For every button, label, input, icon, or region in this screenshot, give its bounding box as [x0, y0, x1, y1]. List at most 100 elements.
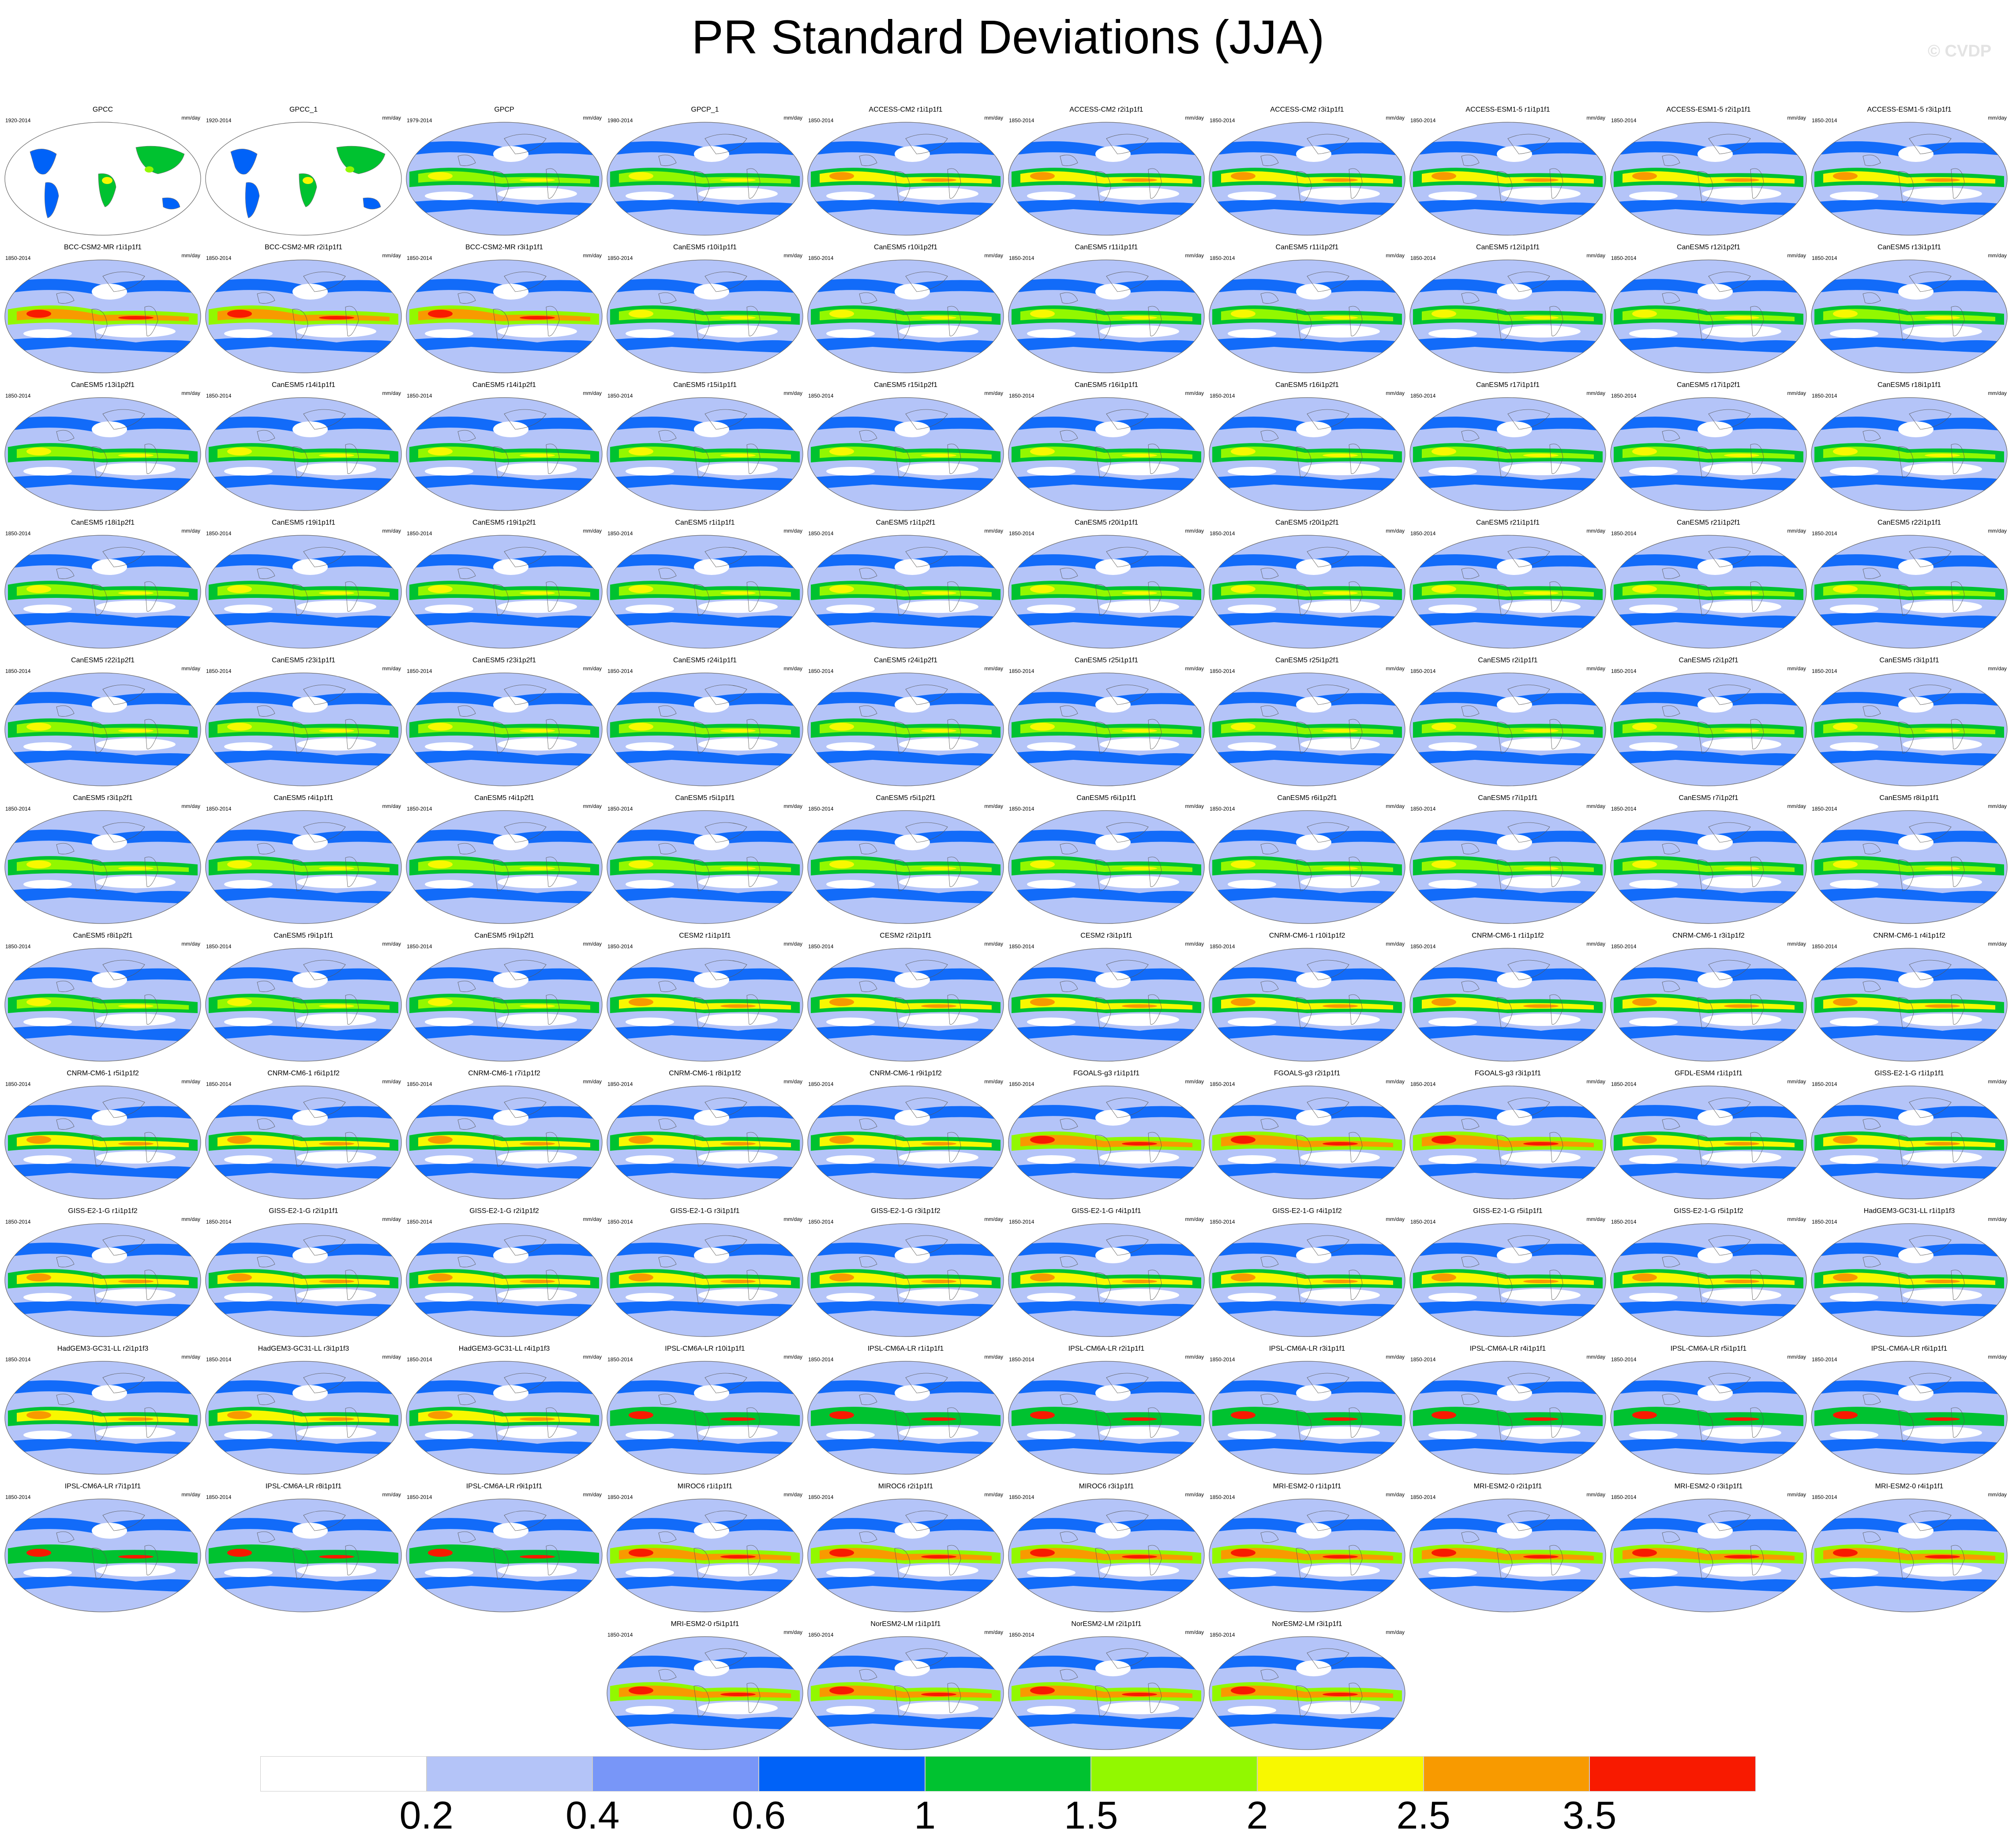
panel-units: mm/day: [1988, 941, 2007, 947]
map-panel: ACCESS-CM2 r2i1p1f1 1850-2014 mm/day: [1007, 106, 1206, 238]
map-panel: GISS-E2-1-G r4i1p1f2 1850-2014 mm/day: [1208, 1207, 1406, 1340]
panel-title: CESM2 r1i1p1f1: [679, 932, 731, 939]
panel-units: mm/day: [1185, 1491, 1204, 1498]
map-panel: CanESM5 r20i1p1f1 1850-2014 mm/day: [1007, 519, 1206, 651]
panel-years: 1850-2014: [1009, 1632, 1034, 1638]
panel-units: mm/day: [382, 1078, 401, 1085]
map-panel: IPSL-CM6A-LR r8i1p1f1 1850-2014 mm/day: [204, 1483, 403, 1615]
map-panel: CanESM5 r7i1p1f1 1850-2014 mm/day: [1409, 794, 1607, 927]
world-map-icon: [1209, 672, 1405, 786]
world-map-icon: [807, 122, 1004, 236]
world-map-icon: [406, 672, 603, 786]
panel-title: NorESM2-LM r3i1p1f1: [1272, 1620, 1342, 1628]
panel-years: 1850-2014: [5, 1219, 31, 1225]
panel-units: mm/day: [583, 1216, 602, 1222]
panel-title: CanESM5 r17i1p1f1: [1476, 381, 1540, 389]
panel-years: 1850-2014: [607, 1219, 633, 1225]
colorbar-label: 0.2: [399, 1793, 453, 1837]
panel-years: 1850-2014: [808, 393, 834, 399]
panel-years: 1850-2014: [1210, 943, 1235, 950]
map-panel: MIROC6 r1i1p1f1 1850-2014 mm/day: [606, 1483, 804, 1615]
panel-units: mm/day: [783, 1629, 802, 1635]
panel-title: CanESM5 r21i1p1f1: [1476, 519, 1540, 526]
colorbar: [260, 1756, 1756, 1792]
world-map-icon: [205, 1498, 402, 1612]
map-panel: CanESM5 r16i1p1f1 1850-2014 mm/day: [1007, 381, 1206, 514]
map-panel: CanESM5 r9i1p1f1 1850-2014 mm/day: [204, 932, 403, 1064]
panel-years: 1850-2014: [407, 1356, 432, 1363]
world-map-icon: [1610, 810, 1807, 924]
world-map-icon: [1811, 259, 2008, 373]
panel-title: BCC-CSM2-MR r1i1p1f1: [64, 244, 142, 251]
world-map-icon: [1008, 1223, 1205, 1337]
panel-units: mm/day: [984, 1491, 1003, 1498]
map-panel: ACCESS-ESM1-5 r2i1p1f1 1850-2014 mm/day: [1609, 106, 1808, 238]
map-panel: CanESM5 r24i1p1f1 1850-2014 mm/day: [606, 657, 804, 789]
map-panel: CanESM5 r14i1p1f1 1850-2014 mm/day: [204, 381, 403, 514]
panel-units: mm/day: [1386, 803, 1405, 809]
panel-units: mm/day: [382, 252, 401, 259]
map-panel: MRI-ESM2-0 r5i1p1f1 1850-2014 mm/day: [606, 1620, 804, 1753]
panel-title: ACCESS-ESM1-5 r1i1p1f1: [1465, 106, 1550, 113]
panel-units: mm/day: [181, 941, 200, 947]
map-panel: CNRM-CM6-1 r6i1p1f2 1850-2014 mm/day: [204, 1070, 403, 1202]
map-panel: CanESM5 r25i1p1f1 1850-2014 mm/day: [1007, 657, 1206, 789]
panel-years: 1850-2014: [1812, 806, 1837, 812]
world-map-icon: [1610, 1361, 1807, 1475]
map-panel: CanESM5 r6i1p2f1 1850-2014 mm/day: [1208, 794, 1406, 927]
panel-units: mm/day: [984, 1078, 1003, 1085]
panel-title: CanESM5 r5i1p2f1: [876, 794, 936, 802]
panel-units: mm/day: [382, 528, 401, 534]
panel-units: mm/day: [1586, 528, 1605, 534]
world-map-icon: [406, 397, 603, 511]
panel-units: mm/day: [1787, 115, 1806, 121]
panel-years: 1850-2014: [607, 530, 633, 537]
map-panel: FGOALS-g3 r3i1p1f1 1850-2014 mm/day: [1409, 1070, 1607, 1202]
map-panel: BCC-CSM2-MR r2i1p1f1 1850-2014 mm/day: [204, 244, 403, 376]
panel-years: 1850-2014: [1812, 1494, 1837, 1500]
panel-title: GISS-E2-1-G r2i1p1f2: [469, 1207, 539, 1215]
map-panel: CanESM5 r1i1p1f1 1850-2014 mm/day: [606, 519, 804, 651]
map-panel: CanESM5 r22i1p2f1 1850-2014 mm/day: [4, 657, 202, 789]
panel-units: mm/day: [783, 1078, 802, 1085]
panel-years: 1850-2014: [1410, 806, 1436, 812]
panel-years: 1850-2014: [1611, 117, 1637, 124]
panel-title: GFDL-ESM4 r1i1p1f1: [1675, 1070, 1742, 1077]
watermark: © CVDP: [1928, 42, 1992, 60]
map-panel: CanESM5 r19i1p2f1 1850-2014 mm/day: [405, 519, 603, 651]
map-panel: IPSL-CM6A-LR r10i1p1f1 1850-2014 mm/day: [606, 1345, 804, 1477]
panel-units: mm/day: [1386, 252, 1405, 259]
world-map-icon: [205, 397, 402, 511]
panel-years: 1850-2014: [1410, 1356, 1436, 1363]
panel-title: CanESM5 r25i1p1f1: [1074, 657, 1139, 664]
panel-units: mm/day: [1185, 1629, 1204, 1635]
world-map-icon: [1409, 810, 1606, 924]
world-map-icon: [4, 259, 201, 373]
map-panel: IPSL-CM6A-LR r4i1p1f1 1850-2014 mm/day: [1409, 1345, 1607, 1477]
map-panel: IPSL-CM6A-LR r7i1p1f1 1850-2014 mm/day: [4, 1483, 202, 1615]
panel-title: MRI-ESM2-0 r1i1p1f1: [1273, 1483, 1342, 1490]
world-map-icon: [1008, 397, 1205, 511]
world-map-icon: [607, 1085, 803, 1199]
world-map-icon: [406, 1223, 603, 1337]
world-map-icon: [1209, 259, 1405, 373]
panel-years: 1850-2014: [808, 1632, 834, 1638]
panel-units: mm/day: [1586, 1491, 1605, 1498]
world-map-icon: [1209, 1223, 1405, 1337]
world-map-icon: [205, 1085, 402, 1199]
colorbar-label: 1.5: [1064, 1793, 1118, 1837]
panel-units: mm/day: [1988, 803, 2007, 809]
panel-years: 1850-2014: [1812, 1219, 1837, 1225]
panel-years: 1980-2014: [607, 117, 633, 124]
panel-units: mm/day: [1185, 1216, 1204, 1222]
world-map-icon: [807, 1636, 1004, 1750]
world-map-icon: [1209, 1085, 1405, 1199]
panel-title: GPCP_1: [691, 106, 719, 113]
panel-years: 1850-2014: [607, 393, 633, 399]
world-map-icon: [1008, 1361, 1205, 1475]
map-panel: CanESM5 r11i1p1f1 1850-2014 mm/day: [1007, 244, 1206, 376]
world-map-icon: [205, 122, 402, 236]
panel-units: mm/day: [181, 1216, 200, 1222]
panel-title: CESM2 r2i1p1f1: [880, 932, 932, 939]
panel-units: mm/day: [1988, 528, 2007, 534]
